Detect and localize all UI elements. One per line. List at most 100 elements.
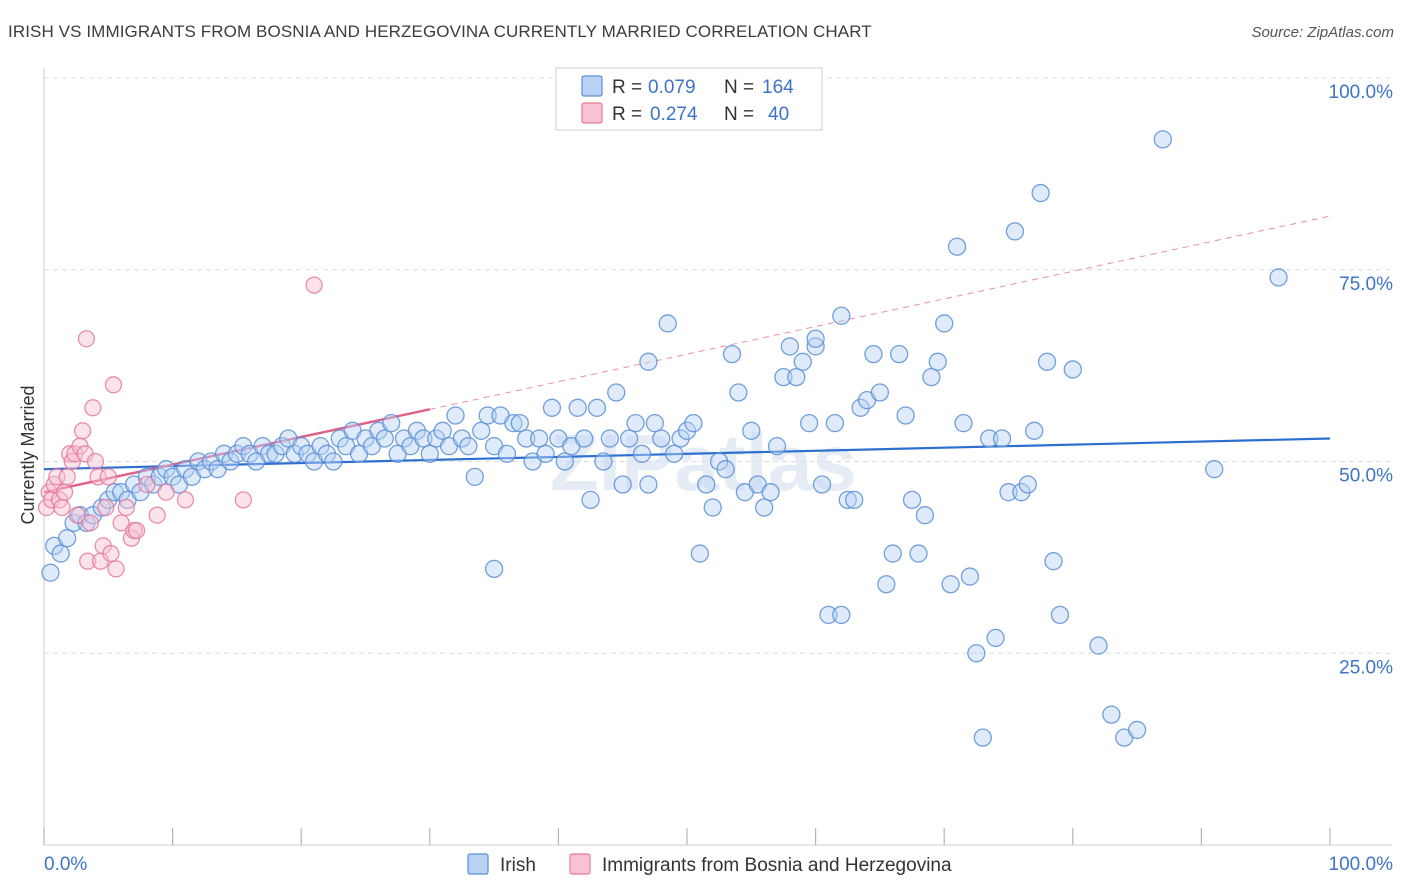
y-tick-label: 75.0%: [1339, 274, 1393, 295]
irish-point: [928, 352, 947, 371]
irish-point: [800, 413, 819, 433]
irish-point: [639, 475, 658, 494]
irish-point: [1025, 421, 1044, 440]
y-tick-label: 100.0%: [1329, 82, 1394, 103]
irish-point: [825, 413, 845, 433]
irish-point: [542, 398, 562, 417]
bosnia-point: [79, 552, 97, 570]
irish-point: [954, 413, 973, 433]
irish-point: [41, 563, 60, 582]
legend-r-value: 0.079: [648, 77, 696, 98]
bosnia-point: [99, 468, 117, 486]
legend-n-value: 164: [762, 77, 794, 98]
bosnia-point: [138, 475, 156, 494]
bosnia-point: [68, 506, 87, 524]
irish-point: [722, 344, 742, 364]
y-axis-label: Currently Married: [18, 385, 38, 524]
bosnia-point: [53, 498, 71, 517]
irish-point: [909, 544, 928, 563]
irish-point: [838, 490, 857, 510]
irish-point: [433, 421, 452, 440]
irish-point: [607, 383, 626, 402]
irish-point: [382, 413, 401, 433]
irish-point: [729, 383, 748, 402]
irish-point: [51, 544, 70, 563]
irish-point: [504, 413, 523, 433]
irish-point: [812, 475, 832, 494]
irish-point: [1089, 636, 1108, 655]
irish-point: [652, 429, 671, 448]
bosnia-trend-extension: [429, 215, 1331, 410]
irish-point: [1005, 222, 1025, 241]
bosnia-point: [107, 560, 125, 578]
irish-point: [664, 444, 684, 463]
irish-point: [787, 367, 806, 387]
irish-point: [896, 406, 915, 425]
legend-swatch-bosnia: [581, 102, 603, 124]
irish-point: [716, 460, 735, 479]
grid-lines: [44, 77, 1392, 654]
irish-point: [684, 413, 703, 433]
irish-point: [973, 728, 992, 747]
bosnia-point: [58, 468, 76, 486]
x-tick-label: 100.0%: [1329, 854, 1394, 875]
bosnia-point: [77, 330, 96, 348]
irish-point: [57, 529, 77, 548]
bosnia-point: [55, 483, 74, 501]
legend-r-label: R =: [612, 104, 642, 125]
irish-point: [594, 452, 613, 471]
irish-point: [600, 429, 619, 448]
irish-point: [960, 567, 980, 586]
bosnia-point: [127, 521, 146, 540]
irish-point: [639, 352, 658, 371]
irish-point: [613, 475, 632, 494]
irish-point: [536, 444, 555, 463]
bosnia-point: [86, 452, 105, 471]
x-tick-labels: 0.0% 100.0%: [44, 854, 1393, 875]
irish-point: [742, 421, 761, 440]
irish-point: [690, 544, 710, 563]
irish-point: [1153, 130, 1172, 149]
legend: R = 0.079 N = 164 R = 0.274 N = 40: [555, 67, 823, 131]
irish-point: [992, 429, 1012, 448]
bosnia-point: [73, 422, 92, 440]
x-tick-label: 0.0%: [44, 854, 87, 875]
axes: [43, 68, 1392, 846]
bosnia-point: [176, 491, 195, 509]
bosnia-point: [117, 498, 135, 517]
irish-point: [1018, 475, 1037, 494]
bosnia-point: [148, 506, 166, 524]
y-tick-label: 50.0%: [1339, 466, 1393, 487]
source-text: Source: ZipAtlas.com: [1251, 24, 1394, 41]
irish-point: [697, 475, 716, 494]
irish-point: [465, 467, 484, 486]
irish-trend-line: [43, 437, 1331, 471]
irish-point: [890, 344, 909, 364]
irish-point: [1063, 360, 1082, 379]
bosnia-point: [112, 514, 130, 532]
irish-point: [774, 367, 793, 387]
irish-point: [1205, 460, 1224, 479]
irish-point: [1127, 720, 1147, 740]
irish-point: [484, 559, 504, 579]
bosnia-point: [84, 399, 102, 417]
bosnia-points: [37, 276, 323, 578]
irish-points: [41, 130, 1288, 747]
legend-r-label: R =: [612, 77, 642, 98]
irish-point: [658, 314, 677, 333]
irish-point: [517, 429, 536, 448]
bosnia-point: [102, 544, 120, 563]
irish-point: [632, 444, 652, 463]
irish-point: [870, 383, 890, 402]
bosnia-point: [305, 276, 323, 294]
irish-point: [420, 444, 439, 463]
irish-point: [414, 429, 433, 448]
irish-point: [1044, 552, 1063, 571]
irish-point: [497, 444, 517, 463]
legend-n-label: N =: [724, 77, 754, 98]
irish-point: [864, 344, 883, 364]
irish-point: [902, 490, 922, 510]
chart-title: IRISH VS IMMIGRANTS FROM BOSNIA AND HERZ…: [8, 22, 872, 41]
irish-point: [587, 398, 607, 417]
irish-point: [935, 314, 954, 333]
